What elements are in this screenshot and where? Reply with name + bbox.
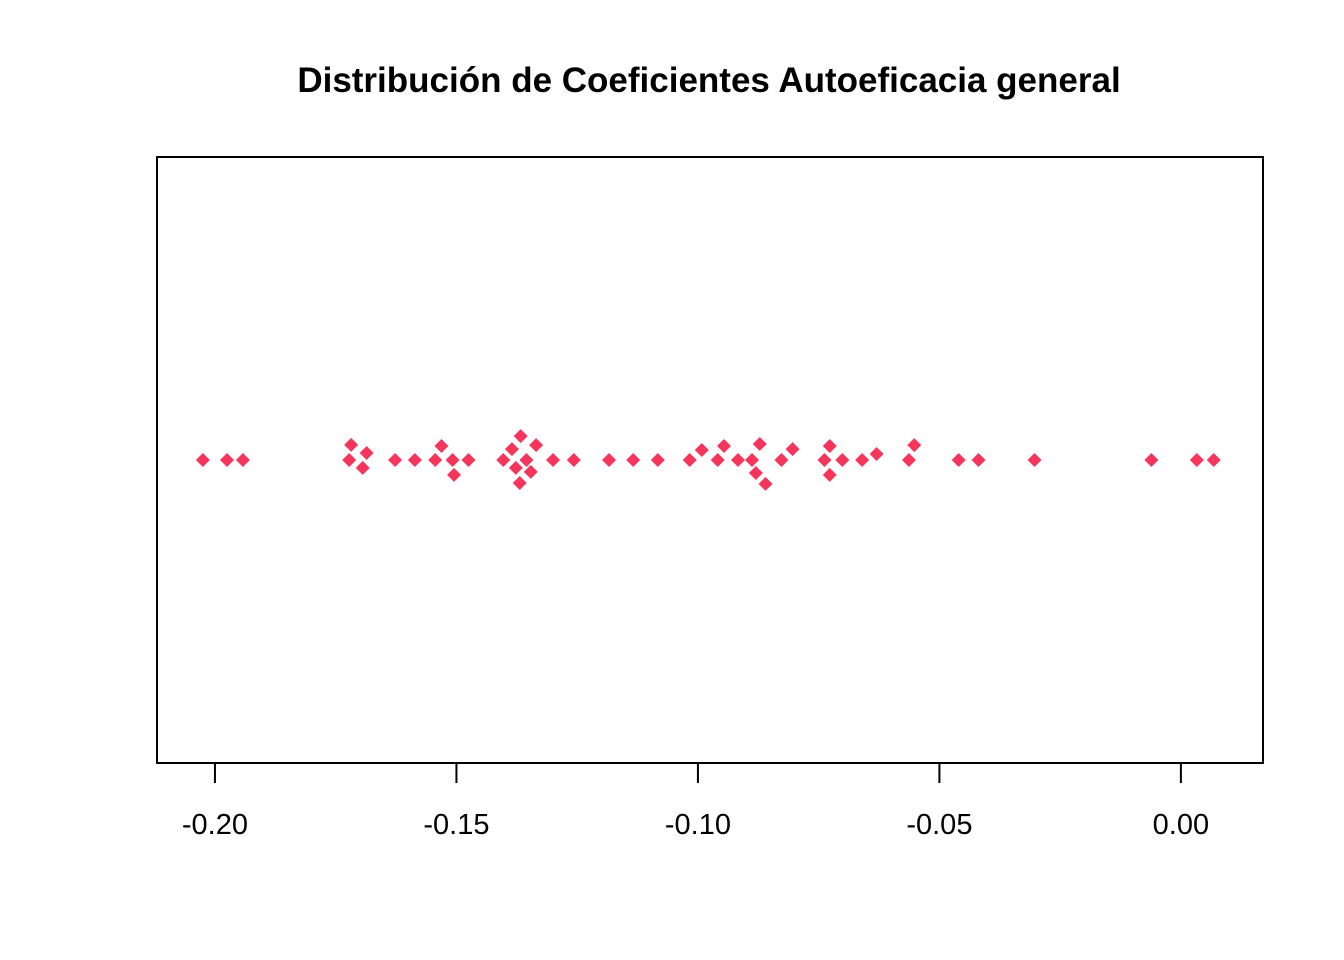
data-point xyxy=(626,453,641,467)
data-point xyxy=(758,476,773,491)
data-point xyxy=(496,453,511,467)
data-point xyxy=(344,437,359,452)
x-axis: -0.20 -0.15 -0.10 -0.05 0.00 xyxy=(182,762,1209,841)
data-point xyxy=(817,453,832,467)
data-point xyxy=(745,453,760,467)
data-point xyxy=(901,453,916,467)
data-point xyxy=(835,453,850,467)
x-tick-label: -0.10 xyxy=(665,809,731,841)
data-point xyxy=(748,466,763,481)
data-point xyxy=(519,453,534,467)
data-point xyxy=(785,442,800,457)
plot-frame xyxy=(156,156,1264,764)
chart-title: Distribución de Coeficientes Autoeficaci… xyxy=(297,61,1120,100)
x-tick-label: 0.00 xyxy=(1153,809,1209,841)
data-point xyxy=(971,453,986,467)
data-point xyxy=(523,464,538,479)
data-point xyxy=(445,453,460,467)
data-points xyxy=(195,429,1221,491)
data-point xyxy=(529,438,544,453)
data-point xyxy=(650,453,665,467)
data-point xyxy=(359,446,374,461)
data-point xyxy=(752,436,767,451)
data-point xyxy=(1189,453,1204,467)
data-point xyxy=(907,438,922,453)
data-point xyxy=(195,453,210,467)
data-point xyxy=(388,453,403,467)
data-point xyxy=(434,439,449,454)
data-point xyxy=(855,453,870,467)
data-point xyxy=(512,476,527,491)
data-point xyxy=(342,453,357,467)
data-point xyxy=(869,446,884,461)
data-point xyxy=(546,453,561,467)
data-point xyxy=(710,453,725,467)
data-point xyxy=(602,453,617,467)
data-point xyxy=(407,453,422,467)
x-tick-label: -0.15 xyxy=(423,809,489,841)
data-point xyxy=(508,460,523,475)
data-point xyxy=(774,453,789,467)
data-point xyxy=(694,443,709,458)
data-point xyxy=(717,439,732,454)
data-point xyxy=(822,439,837,454)
data-point xyxy=(447,467,462,482)
data-point xyxy=(1206,453,1221,467)
data-point xyxy=(682,453,697,467)
data-point xyxy=(355,460,370,475)
data-point xyxy=(235,453,250,467)
data-point xyxy=(822,467,837,482)
data-point xyxy=(1144,453,1159,467)
data-point xyxy=(1027,453,1042,467)
data-point xyxy=(566,453,581,467)
x-tick-label: -0.05 xyxy=(906,809,972,841)
data-point xyxy=(513,429,528,444)
data-point xyxy=(951,453,966,467)
data-point xyxy=(428,453,443,467)
data-point xyxy=(731,453,746,467)
data-point xyxy=(220,453,235,467)
x-tick-label: -0.20 xyxy=(182,809,248,841)
data-point xyxy=(504,442,519,457)
data-point xyxy=(461,453,476,467)
